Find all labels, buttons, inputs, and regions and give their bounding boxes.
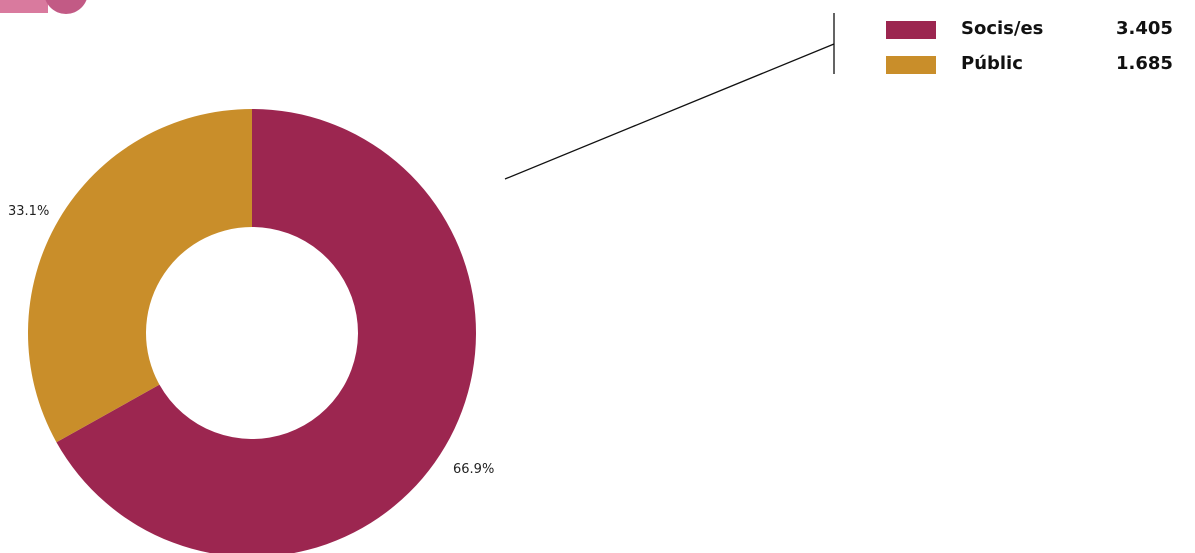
- corner-badge-circle: [45, 0, 87, 14]
- legend-item-socis: Socis/es 3.405: [886, 16, 1186, 44]
- legend-value-public: 1.685: [1116, 53, 1173, 74]
- legend-swatch-socis: [886, 21, 936, 39]
- corner-badge: [0, 0, 87, 14]
- corner-badge-bar: [0, 0, 48, 13]
- legend-value-socis: 3.405: [1116, 18, 1173, 39]
- legend-item-public: Públic 1.685: [886, 51, 1186, 79]
- legend: Socis/es 3.405 Públic 1.685: [886, 16, 1186, 86]
- leader-line-diagonal: [504, 43, 835, 180]
- percent-label-public: 33.1%: [8, 204, 49, 219]
- legend-label-public: Públic: [961, 53, 1023, 74]
- donut-slice-public: [28, 109, 252, 443]
- donut-slice-socis: [56, 109, 476, 553]
- leader-line: [504, 13, 835, 180]
- legend-swatch-public: [886, 56, 936, 74]
- legend-label-socis: Socis/es: [961, 18, 1044, 39]
- donut-slices: [28, 109, 476, 553]
- percent-label-socis: 66.9%: [453, 462, 494, 477]
